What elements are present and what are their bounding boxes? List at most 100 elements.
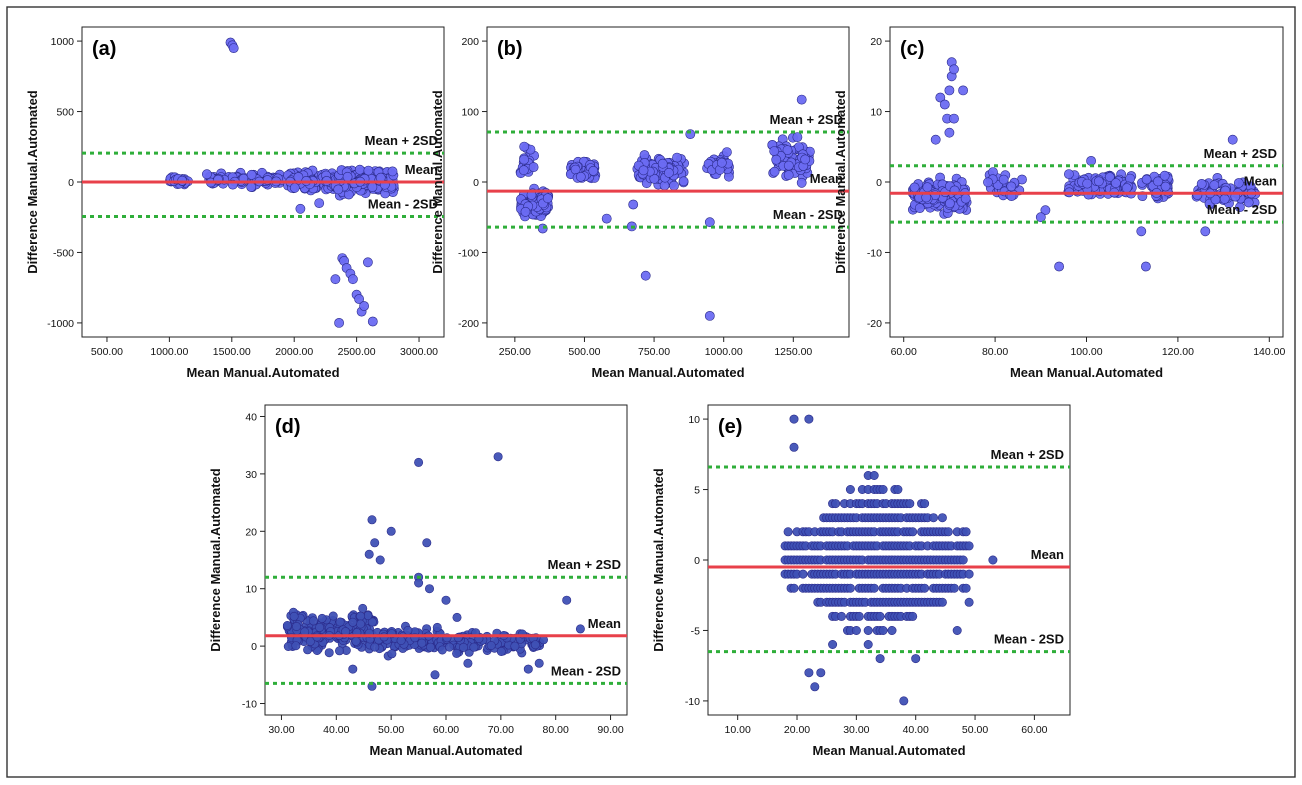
x-tick-label: 2500.00 bbox=[338, 346, 376, 358]
data-point bbox=[1040, 205, 1051, 216]
y-tick-label: -200 bbox=[458, 318, 479, 330]
data-point bbox=[908, 527, 918, 537]
mean-label: Mean bbox=[588, 616, 621, 631]
data-point bbox=[875, 611, 885, 621]
y-tick-label: 0 bbox=[68, 177, 74, 189]
figure-frame bbox=[6, 6, 1296, 778]
data-point bbox=[1064, 169, 1074, 179]
data-point bbox=[562, 595, 572, 605]
data-point bbox=[887, 625, 897, 635]
y-axis-title: Difference Manual.Automated bbox=[208, 468, 223, 652]
scatter-points bbox=[780, 414, 998, 706]
data-point bbox=[403, 625, 413, 635]
data-point bbox=[308, 616, 318, 626]
x-tick-label: 40.00 bbox=[903, 724, 929, 736]
data-point bbox=[716, 157, 727, 168]
data-point bbox=[810, 682, 820, 692]
data-point bbox=[804, 668, 814, 678]
y-tick-label: -500 bbox=[53, 247, 74, 259]
data-point bbox=[964, 569, 974, 579]
data-point bbox=[958, 85, 968, 96]
data-point bbox=[1196, 178, 1207, 189]
data-point bbox=[575, 624, 585, 634]
data-point bbox=[1209, 180, 1220, 190]
data-point bbox=[928, 513, 938, 523]
data-point bbox=[908, 611, 918, 621]
data-point bbox=[1082, 178, 1093, 189]
data-point bbox=[518, 165, 529, 176]
data-point bbox=[704, 217, 715, 228]
data-point bbox=[949, 64, 959, 75]
data-point bbox=[1233, 178, 1244, 188]
y-tick-label: -10 bbox=[867, 247, 882, 259]
x-tick-label: 10.00 bbox=[725, 724, 751, 736]
data-point bbox=[961, 527, 971, 537]
scatter-points bbox=[908, 57, 1261, 272]
data-point bbox=[414, 457, 424, 467]
data-point bbox=[854, 611, 864, 621]
data-point bbox=[998, 174, 1009, 185]
panel-b: 250.00 500.00 750.00 1000.00 1250.00 -200 -100… bbox=[430, 26, 850, 380]
data-point bbox=[201, 169, 212, 180]
data-point bbox=[463, 658, 473, 668]
y-axis-title: Difference Manual.Automated bbox=[833, 90, 848, 274]
data-point bbox=[575, 171, 586, 182]
upper-sd-label: Mean + 2SD bbox=[1204, 146, 1277, 161]
data-point bbox=[930, 134, 941, 145]
data-point bbox=[944, 85, 955, 96]
data-point bbox=[387, 166, 398, 177]
data-point bbox=[792, 132, 803, 142]
data-point bbox=[452, 648, 462, 658]
data-point bbox=[669, 180, 679, 191]
data-point bbox=[649, 173, 660, 184]
plot-area bbox=[264, 404, 628, 716]
data-point bbox=[334, 646, 344, 656]
y-tick-label: 200 bbox=[461, 36, 479, 48]
x-axis-title: Mean Manual.Automated bbox=[186, 365, 339, 380]
data-point bbox=[367, 617, 377, 627]
data-point bbox=[816, 668, 826, 678]
data-point bbox=[678, 176, 689, 187]
data-point bbox=[317, 613, 327, 623]
upper-sd-label: Mean + 2SD bbox=[991, 447, 1064, 462]
x-tick-label: 30.00 bbox=[268, 724, 294, 736]
x-axis-title: Mean Manual.Automated bbox=[369, 743, 522, 758]
data-point bbox=[367, 182, 378, 192]
data-point bbox=[386, 526, 396, 536]
data-point bbox=[1121, 183, 1132, 193]
data-point bbox=[905, 499, 915, 509]
y-tick-label: 10 bbox=[245, 584, 257, 596]
data-point bbox=[330, 274, 341, 285]
data-point bbox=[228, 43, 239, 53]
x-tick-label: 40.00 bbox=[323, 724, 349, 736]
data-point bbox=[952, 625, 962, 635]
upper-sd-label: Mean + 2SD bbox=[365, 133, 438, 148]
data-point bbox=[1104, 172, 1115, 182]
x-tick-label: 1500.00 bbox=[213, 346, 251, 358]
data-point bbox=[1086, 155, 1096, 166]
x-tick-label: 120.00 bbox=[1162, 346, 1194, 358]
data-point bbox=[769, 146, 780, 156]
x-tick-label: 80.00 bbox=[982, 346, 1008, 358]
data-point bbox=[362, 257, 373, 268]
data-point bbox=[789, 583, 799, 593]
data-point bbox=[1159, 170, 1170, 181]
y-tick-label: -100 bbox=[458, 247, 479, 259]
panel-d: 30.00 40.00 50.00 60.00 70.00 80.00 90.00 -10 0 1… bbox=[208, 404, 628, 758]
scatter-points bbox=[515, 94, 815, 321]
data-point bbox=[920, 583, 930, 593]
y-tick-label: 30 bbox=[245, 469, 257, 481]
data-point bbox=[289, 611, 299, 621]
data-point bbox=[875, 654, 885, 664]
x-tick-label: 30.00 bbox=[843, 724, 869, 736]
data-point bbox=[295, 203, 306, 214]
data-point bbox=[347, 274, 358, 285]
data-point bbox=[863, 639, 873, 649]
data-point bbox=[291, 621, 301, 631]
x-axis-title: Mean Manual.Automated bbox=[812, 743, 965, 758]
data-point bbox=[283, 641, 293, 651]
y-tick-label: 0 bbox=[694, 555, 700, 567]
x-tick-label: 50.00 bbox=[962, 724, 988, 736]
data-point bbox=[672, 152, 682, 163]
data-point bbox=[432, 622, 442, 632]
